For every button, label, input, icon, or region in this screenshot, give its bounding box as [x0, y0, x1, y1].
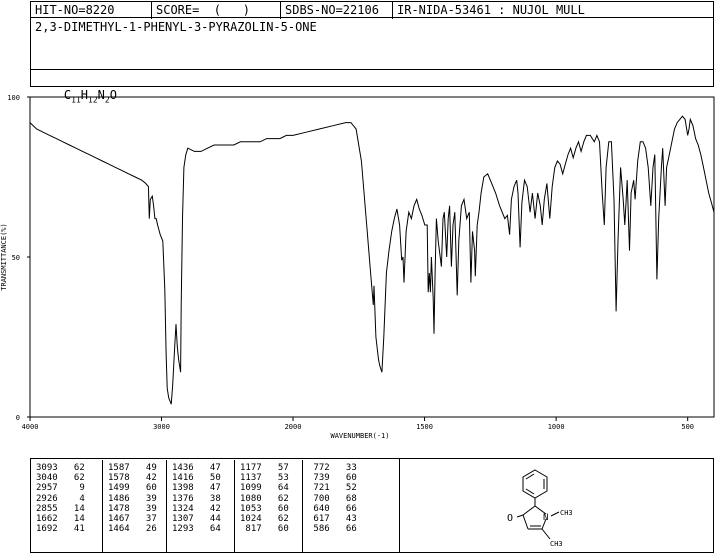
peak-row: 640 66: [308, 503, 357, 514]
bond: [550, 511, 560, 517]
n-methyl-label: CH3: [560, 509, 573, 517]
peak-row: 1692 41: [36, 524, 85, 535]
peak-row: 1499 60: [108, 483, 157, 494]
peak-row: 1587 49: [108, 463, 157, 473]
structure-diagram: O N CH3 CH3: [507, 469, 573, 548]
formula-divider: [31, 69, 713, 70]
bond: [522, 505, 536, 516]
x-tick-label: 1000: [548, 423, 565, 431]
peak-row: 817 60: [240, 524, 289, 535]
compound-name: 2,3-DIMETHYL-1-PHENYL-3-PYRAZOLIN-5-ONE: [35, 20, 317, 34]
peak-row: 1662 14: [36, 514, 85, 525]
y-tick-label: 0: [16, 414, 20, 422]
y-axis: 100 50 0: [7, 94, 30, 422]
peak-row: 1053 60: [240, 503, 289, 514]
peak-row: 1398 47: [172, 483, 221, 494]
aromatic-bond: [525, 488, 535, 495]
nitrogen-label: N: [543, 513, 548, 523]
x-tick-label: 3000: [153, 423, 170, 431]
peak-row: 1099 64: [240, 483, 289, 494]
peak-row: 772 33: [308, 463, 357, 473]
peak-row: 1376 38: [172, 493, 221, 504]
y-axis-label: TRANSMITTANCE(%): [0, 223, 8, 290]
peak-row: 1486 39: [108, 493, 157, 504]
x-axis: 4000 3000 2000 1500 1000 500: [22, 417, 694, 431]
peak-row: 1416 50: [172, 473, 221, 484]
peak-column-divider: [166, 460, 167, 552]
peak-column-divider: [102, 460, 103, 552]
peak-row: 1464 26: [108, 524, 157, 535]
peak-row: 2855 14: [36, 503, 85, 514]
bond: [534, 505, 547, 515]
aromatic-bond: [525, 473, 535, 480]
peak-column-divider: [302, 460, 303, 552]
y-tick-label: 50: [12, 254, 20, 262]
peak-row: 1137 53: [240, 473, 289, 484]
phenyl-ring: [522, 469, 548, 499]
oxygen-label: O: [507, 513, 513, 524]
c-methyl-label: CH3: [550, 540, 563, 548]
peak-column: 1177 57 1137 53 1099 64 1080 62 1053 60 1024 …: [240, 463, 289, 534]
peak-row: 3040 62: [36, 473, 85, 484]
y-tick-label: 100: [7, 94, 20, 102]
peak-table-divider: [399, 458, 400, 553]
peak-row: 3093 62: [36, 463, 85, 473]
peak-column-divider: [234, 460, 235, 552]
peak-row: 1436 47: [172, 463, 221, 473]
peak-row: 700 68: [308, 493, 357, 504]
spectrum-line: [29, 115, 715, 405]
peak-column: 1587 49 1578 42 1499 60 1486 39 1478 39 1467 …: [108, 463, 157, 534]
peak-row: 739 60: [308, 473, 357, 484]
x-tick-label: 4000: [22, 423, 39, 431]
x-tick-label: 500: [681, 423, 694, 431]
peak-row: 1478 39: [108, 503, 157, 514]
x-tick-label: 1500: [416, 423, 433, 431]
peak-row: 721 52: [308, 483, 357, 494]
peak-row: 1177 57: [240, 463, 289, 473]
peak-row: 2957 9: [36, 483, 85, 494]
peak-column: 1436 47 1416 50 1398 47 1376 38 1324 42 1307 …: [172, 463, 221, 534]
score-field: SCORE= ( ): [152, 2, 281, 19]
peak-column: 3093 62 3040 62 2957 9 2926 4 2855 14 1662 14…: [36, 463, 85, 534]
x-tick-label: 2000: [285, 423, 302, 431]
bond: [541, 528, 551, 540]
sdbs-number: SDBS-NO=22106: [281, 2, 393, 19]
peak-row: 1080 62: [240, 493, 289, 504]
carbonyl-bond: [516, 514, 524, 518]
peak-row: 617 43: [308, 514, 357, 525]
ir-info: IR-NIDA-53461 : NUJOL MULL: [397, 3, 585, 17]
molecular-formula: C11H12N2O: [63, 88, 117, 105]
peak-row: 1293 64: [172, 524, 221, 535]
bond: [541, 518, 547, 530]
peak-row: 1024 62: [240, 514, 289, 525]
x-axis-label: WAVENUMBER(-1): [330, 432, 389, 440]
peak-row: 1307 44: [172, 514, 221, 525]
peak-column: 772 33 739 60 721 52 700 68 640 66 617 4…: [308, 463, 357, 535]
bond: [522, 514, 529, 530]
peak-row: 586 66: [308, 524, 357, 535]
peak-row: 1578 42: [108, 473, 157, 484]
peak-row: 1467 37: [108, 514, 157, 525]
compound-box: 2,3-DIMETHYL-1-PHENYL-3-PYRAZOLIN-5-ONE …: [30, 17, 714, 104]
peak-row: 1324 42: [172, 503, 221, 514]
peak-row: 2926 4: [36, 493, 85, 504]
hit-number: HIT-NO=8220: [31, 2, 152, 19]
